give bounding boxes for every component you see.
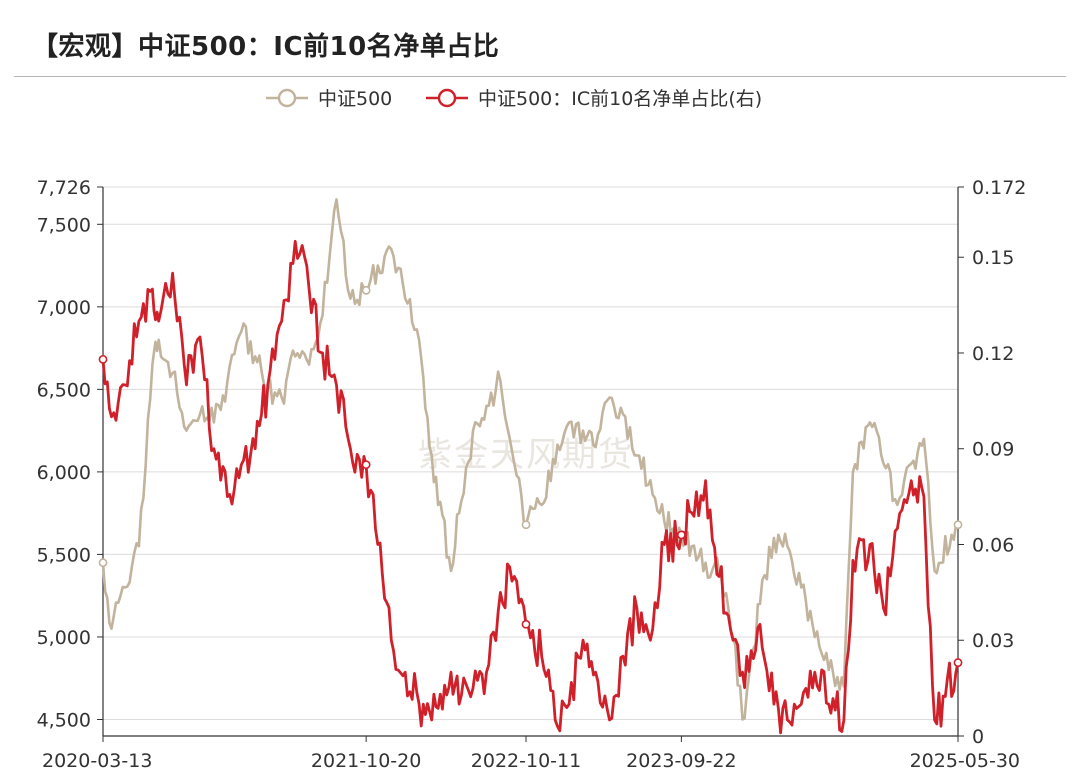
right-tick-label: 0.172: [972, 177, 1026, 199]
data-point-left: [953, 520, 963, 530]
right-tick-label: 0.09: [972, 439, 1014, 461]
data-point-right: [953, 658, 963, 667]
left-tick-label: 5,500: [37, 544, 91, 566]
data-point-right: [98, 354, 108, 364]
watermark-text: 紫金天风期货: [418, 435, 634, 475]
left-tick-label: 7,500: [37, 214, 91, 236]
right-tick-label: 0.12: [972, 343, 1014, 365]
data-point-left: [98, 558, 108, 568]
series-line-left: [101, 198, 959, 721]
legend-label: 中证500：IC前10名净单占比(右): [478, 88, 762, 110]
series-lines: [98, 198, 963, 735]
x-tick-label: 2025-05-30: [910, 750, 1020, 772]
x-tick-label: 2020-03-13: [42, 750, 152, 772]
legend-swatch-marker: [437, 88, 457, 108]
axes: [102, 187, 959, 737]
series-line-right: [101, 239, 960, 735]
x-tick-label: 2022-10-11: [471, 750, 581, 772]
x-tick-label: 2021-10-20: [311, 750, 421, 772]
data-point-right: [521, 619, 531, 629]
left-tick-label: 6,000: [37, 462, 91, 484]
x-axis-ticks: 2020-03-13 2021-10-20 2022-10-11 2023-09-22…: [42, 736, 1020, 772]
left-axis-ticks: 7,726 7,500 7,000 6,500 6,000 5,500 5,000 4,500: [37, 177, 103, 731]
data-point-right: [361, 460, 371, 470]
right-tick-label: 0.06: [972, 534, 1014, 556]
right-tick-label: 0.15: [972, 247, 1014, 269]
right-tick-label: 0: [972, 726, 984, 748]
right-axis-ticks: 0.172 0.15 0.12 0.09 0.06 0.03 0: [958, 177, 1026, 748]
legend-swatch-marker: [277, 88, 297, 108]
data-point-left: [361, 285, 371, 295]
right-tick-label: 0.03: [972, 630, 1014, 652]
left-tick-label: 7,726: [37, 177, 91, 199]
left-tick-label: 5,000: [37, 627, 91, 649]
left-tick-label: 6,500: [37, 379, 91, 401]
left-tick-label: 7,000: [37, 297, 91, 319]
left-tick-label: 4,500: [37, 709, 91, 731]
data-point-right: [676, 530, 686, 540]
chart-title: 【宏观】中证500：IC前10名净单占比: [32, 32, 500, 62]
title-divider: [14, 76, 1066, 77]
legend-label: 中证500: [318, 88, 392, 110]
data-point-left: [521, 520, 531, 530]
legend: 中证500 中证500：IC前10名净单占比(右): [266, 88, 762, 110]
x-tick-label: 2023-09-22: [626, 750, 736, 772]
